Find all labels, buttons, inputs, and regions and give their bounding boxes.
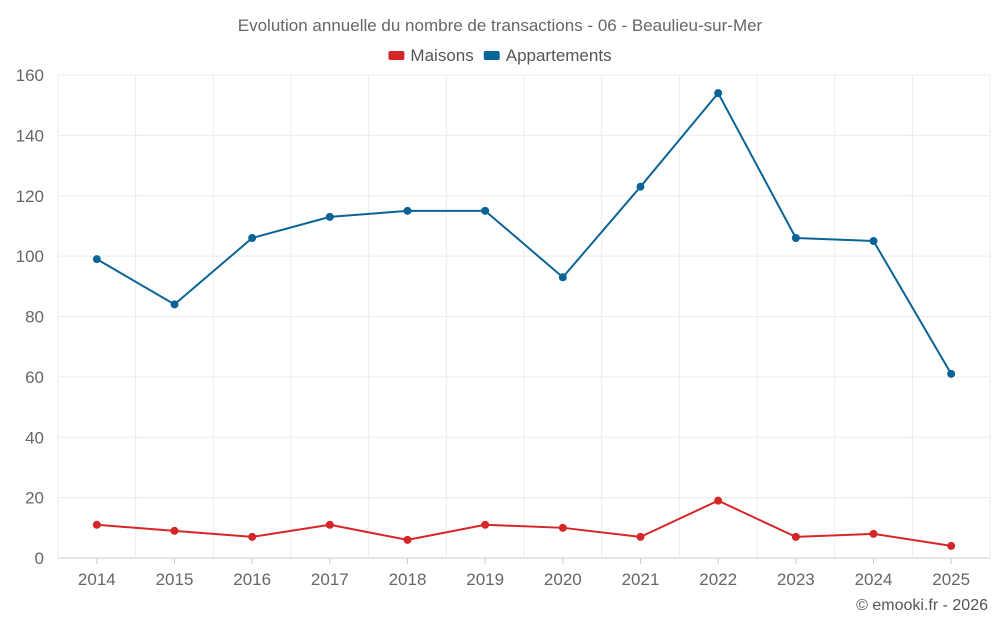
point-maisons-2017[interactable] [325, 520, 334, 529]
legend-label: Maisons [410, 46, 473, 65]
x-tick-label: 2017 [311, 570, 349, 589]
point-appartements-2014[interactable] [92, 255, 101, 264]
x-tick-label: 2015 [156, 570, 194, 589]
legend[interactable]: Maisons Appartements [388, 46, 612, 65]
x-tick-label: 2022 [699, 570, 737, 589]
series-line-maisons [96, 499, 952, 547]
series-layer [92, 89, 956, 550]
x-tick-label: 2025 [932, 570, 970, 589]
point-maisons-2022[interactable] [714, 496, 723, 505]
y-tick-label: 60 [25, 368, 44, 387]
point-maisons-2016[interactable] [248, 532, 257, 541]
legend-item-maisons[interactable]: Maisons [388, 46, 474, 65]
point-maisons-2023[interactable] [791, 532, 800, 541]
x-tick-label: 2016 [233, 570, 271, 589]
point-maisons-2018[interactable] [403, 535, 412, 544]
x-tick-label: 2021 [622, 570, 660, 589]
y-tick-label: 160 [16, 66, 44, 85]
legend-swatch [388, 51, 405, 60]
y-tick-label: 100 [16, 247, 44, 266]
point-maisons-2015[interactable] [170, 526, 179, 535]
point-appartements-2016[interactable] [248, 234, 257, 243]
point-maisons-2020[interactable] [558, 523, 567, 532]
point-appartements-2023[interactable] [791, 234, 800, 243]
grid [57, 74, 991, 558]
point-appartements-2022[interactable] [714, 89, 723, 98]
y-tick-label: 20 [25, 489, 44, 508]
point-appartements-2015[interactable] [170, 300, 179, 309]
x-tick-label: 2019 [466, 570, 504, 589]
legend-item-appartements[interactable]: Appartements [483, 46, 612, 65]
credit-text: © emooki.fr - 2026 [856, 597, 988, 614]
y-tick-label: 120 [16, 187, 44, 206]
point-maisons-2021[interactable] [636, 532, 645, 541]
y-tick-label: 0 [35, 549, 44, 568]
x-tick-label: 2023 [777, 570, 815, 589]
point-maisons-2019[interactable] [481, 520, 490, 529]
point-appartements-2021[interactable] [636, 182, 645, 191]
x-tick-label: 2014 [78, 570, 116, 589]
legend-swatch [483, 51, 500, 60]
point-appartements-2020[interactable] [558, 273, 567, 282]
point-maisons-2014[interactable] [92, 520, 101, 529]
y-tick-label: 140 [16, 126, 44, 145]
x-axis: 2014 2015 2016 2017 2018 2019 2020 2021 2022 2023… [58, 557, 990, 589]
y-tick-label: 40 [25, 428, 44, 447]
point-appartements-2018[interactable] [403, 206, 412, 215]
chart-title: Evolution annuelle du nombre de transact… [238, 16, 763, 35]
point-maisons-2025[interactable] [947, 541, 956, 550]
point-appartements-2024[interactable] [869, 237, 878, 246]
point-appartements-2017[interactable] [325, 212, 334, 221]
y-tick-label: 80 [25, 308, 44, 327]
point-appartements-2025[interactable] [947, 369, 956, 378]
point-appartements-2019[interactable] [481, 206, 490, 215]
point-maisons-2024[interactable] [869, 529, 878, 538]
x-tick-label: 2020 [544, 570, 582, 589]
series-line-appartements [96, 92, 953, 375]
x-tick-label: 2024 [855, 570, 893, 589]
legend-label: Appartements [506, 46, 612, 65]
x-tick-label: 2018 [389, 570, 427, 589]
y-axis: 0 20 40 60 80 100 120 140 160 [16, 66, 44, 568]
